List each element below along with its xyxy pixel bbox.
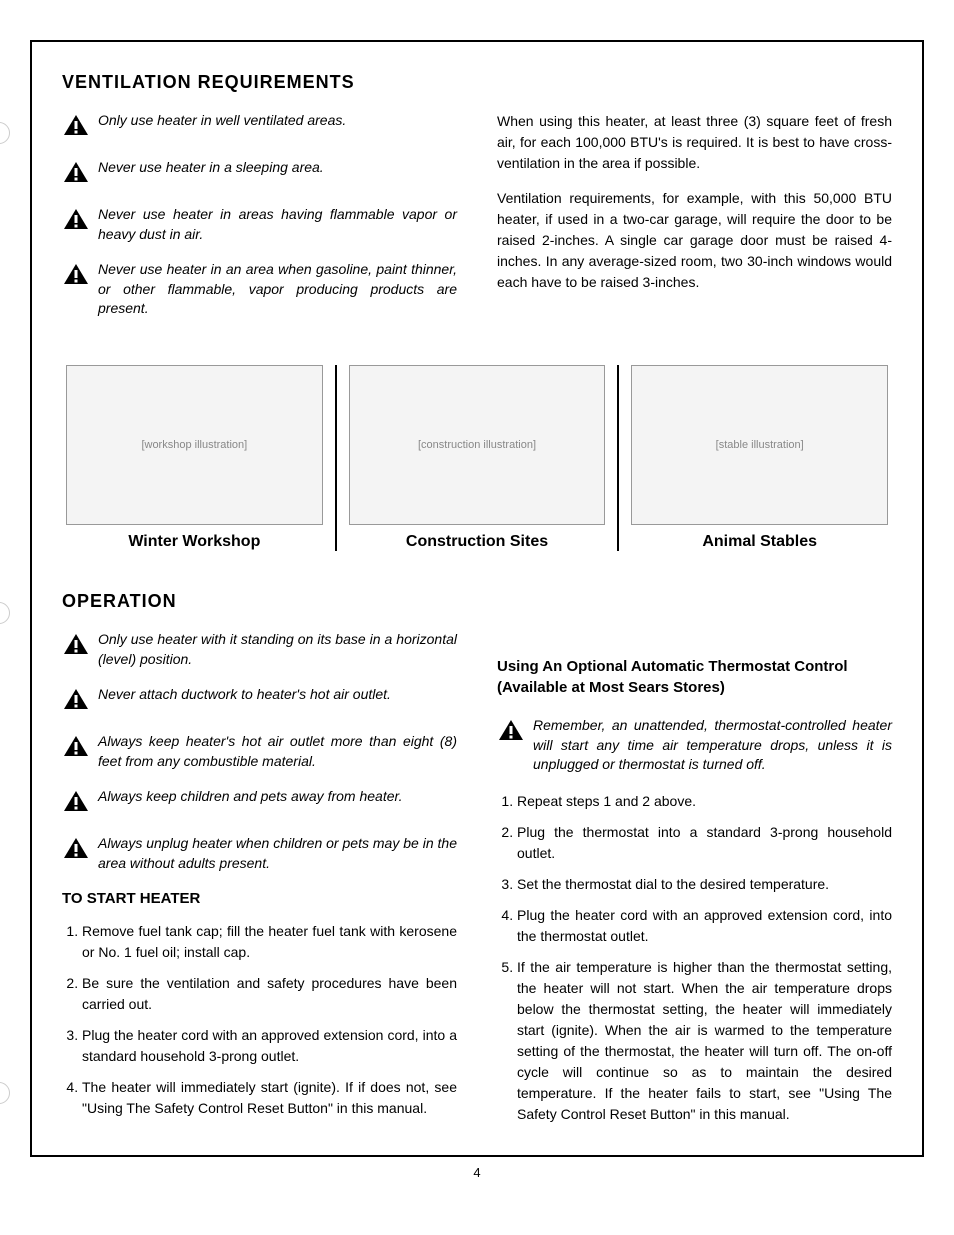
step-item: If the air temperature is higher than th… [517,957,892,1125]
divider [335,365,337,551]
step-item: Plug the thermostat into a standard 3-pr… [517,822,892,864]
spacer [497,630,892,656]
hole-punch [0,122,10,144]
warning-item: Only use heater in well ventilated areas… [62,111,457,142]
illustration-label: Animal Stables [631,533,888,551]
warning-icon [62,836,90,865]
page-frame: VENTILATION REQUIREMENTS Only use heater… [30,40,924,1157]
warning-icon [62,113,90,142]
illustration-label: Construction Sites [349,533,606,551]
warning-icon [62,632,90,661]
ventilation-warnings-col: Only use heater in well ventilated areas… [62,111,457,335]
hole-punch [0,1082,10,1104]
operation-title: OPERATION [62,591,892,612]
body-paragraph: Ventilation requirements, for example, w… [497,188,892,293]
step-item: Repeat steps 1 and 2 above. [517,791,892,812]
warning-item: Always unplug heater when children or pe… [62,834,457,873]
warning-icon [62,789,90,818]
step-item: Set the thermostat dial to the desired t… [517,874,892,895]
construction-illustration: [construction illustration] [349,365,606,525]
warning-text: Only use heater with it standing on its … [98,630,457,669]
warning-item: Never use heater in an area when gasolin… [62,260,457,319]
ventilation-columns: Only use heater in well ventilated areas… [62,111,892,335]
step-item: Plug the heater cord with an approved ex… [517,905,892,947]
warning-text: Remember, an unattended, thermostat-cont… [533,716,892,775]
illustration-cell: [workshop illustration] Winter Workshop [62,365,327,551]
warning-icon [62,734,90,763]
warning-icon [62,262,90,291]
warning-text: Always keep heater's hot air outlet more… [98,732,457,771]
warning-item: Always keep children and pets away from … [62,787,457,818]
ventilation-section: VENTILATION REQUIREMENTS Only use heater… [62,72,892,551]
step-item: Be sure the ventilation and safety proce… [82,973,457,1015]
illustration-cell: [construction illustration] Construction… [345,365,610,551]
thermostat-heading: Using An Optional Automatic Thermostat C… [497,656,892,698]
start-heater-heading: TO START HEATER [62,890,457,907]
step-item: The heater will immediately start (ignit… [82,1077,457,1119]
warning-icon [497,718,525,747]
warning-text: Always keep children and pets away from … [98,787,403,807]
operation-columns: Only use heater with it standing on its … [62,630,892,1135]
stables-illustration: [stable illustration] [631,365,888,525]
warning-icon [62,687,90,716]
body-paragraph: When using this heater, at least three (… [497,111,892,174]
thermostat-steps-list: Repeat steps 1 and 2 above. Plug the the… [497,791,892,1125]
warning-item: Only use heater with it standing on its … [62,630,457,669]
warning-text: Always unplug heater when children or pe… [98,834,457,873]
step-item: Plug the heater cord with an approved ex… [82,1025,457,1067]
warning-text: Never use heater in an area when gasolin… [98,260,457,319]
workshop-illustration: [workshop illustration] [66,365,323,525]
illustrations-row: [workshop illustration] Winter Workshop … [62,365,892,551]
warning-item: Never use heater in areas having flammab… [62,205,457,244]
warning-item: Remember, an unattended, thermostat-cont… [497,716,892,775]
step-item: Remove fuel tank cap; fill the heater fu… [82,921,457,963]
warning-text: Never use heater in areas having flammab… [98,205,457,244]
section-gap [62,551,892,591]
operation-section: OPERATION Only use heater with it standi… [62,591,892,1135]
warning-item: Never use heater in a sleeping area. [62,158,457,189]
warning-item: Always keep heater's hot air outlet more… [62,732,457,771]
start-steps-list: Remove fuel tank cap; fill the heater fu… [62,921,457,1119]
illustration-cell: [stable illustration] Animal Stables [627,365,892,551]
ventilation-body-col: When using this heater, at least three (… [497,111,892,335]
warning-text: Never use heater in a sleeping area. [98,158,324,178]
ventilation-title: VENTILATION REQUIREMENTS [62,72,892,93]
page-number: 4 [30,1165,924,1180]
operation-right-col: Using An Optional Automatic Thermostat C… [497,630,892,1135]
operation-left-col: Only use heater with it standing on its … [62,630,457,1135]
warning-text: Never attach ductwork to heater's hot ai… [98,685,391,705]
divider [617,365,619,551]
warning-text: Only use heater in well ventilated areas… [98,111,346,131]
warning-icon [62,207,90,236]
hole-punch [0,602,10,624]
illustration-label: Winter Workshop [66,533,323,551]
warning-item: Never attach ductwork to heater's hot ai… [62,685,457,716]
warning-icon [62,160,90,189]
